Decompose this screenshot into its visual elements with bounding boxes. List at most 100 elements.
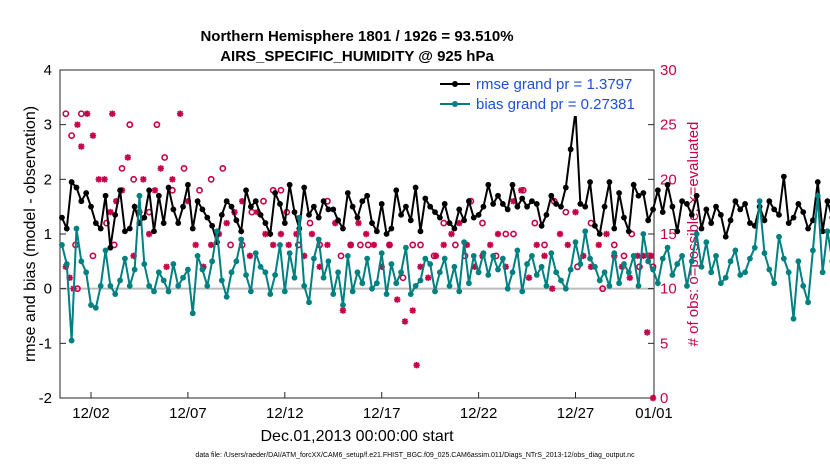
rmse-point — [160, 220, 167, 226]
obs-evaluated-marker — [363, 230, 370, 238]
obs-evaluated-marker — [417, 263, 424, 270]
rmse-point — [461, 217, 467, 224]
bias-point — [737, 272, 744, 278]
bias-point — [272, 272, 279, 278]
bias-point — [107, 283, 114, 289]
rmse-point — [766, 198, 773, 205]
rmse-point — [427, 203, 434, 210]
rmse-point — [432, 209, 438, 216]
obs-possible-marker — [531, 219, 539, 227]
bias-point — [514, 247, 521, 254]
rmse-point — [441, 201, 448, 207]
bias-point — [383, 291, 390, 298]
bias-point — [112, 291, 119, 298]
bias-point — [795, 258, 802, 265]
rmse-point — [141, 214, 148, 221]
bias-point — [301, 283, 308, 289]
obs-possible-marker — [248, 208, 256, 216]
bias-point — [359, 280, 366, 287]
rmse-point — [514, 203, 521, 210]
rmse-point — [330, 206, 337, 213]
bias-point — [223, 293, 230, 300]
rmse-point — [504, 206, 511, 213]
right-y-tick-label: 0 — [660, 390, 668, 407]
rmse-point — [679, 198, 686, 205]
bias-point — [819, 269, 826, 276]
x-tick-label: 12/17 — [363, 405, 401, 422]
obs-possible-marker — [130, 175, 138, 183]
bias-point — [436, 269, 443, 276]
obs-possible-marker — [227, 241, 234, 249]
rmse-point — [495, 192, 501, 199]
rmse-point — [310, 203, 317, 210]
y-tick-label: 3 — [44, 117, 52, 134]
rmse-point — [364, 192, 371, 199]
rmse-point — [272, 190, 279, 196]
bias-point — [354, 269, 361, 276]
obs-evaluated-marker — [169, 176, 176, 183]
bias-point — [533, 272, 540, 278]
rmse-point — [407, 217, 414, 224]
rmse-point — [562, 184, 569, 191]
bias-point — [470, 252, 477, 259]
rmse-point — [780, 173, 787, 180]
bias-point — [257, 263, 264, 270]
rmse-point — [238, 228, 245, 235]
x-tick-label: 12/07 — [169, 405, 207, 422]
obs-evaluated-marker — [157, 165, 164, 172]
bias-point — [102, 247, 109, 254]
bias-point — [340, 302, 346, 308]
rmse-point — [591, 222, 598, 229]
rmse-point — [776, 211, 782, 218]
y-tick-label: -2 — [39, 390, 52, 407]
obs-evaluated-marker — [409, 307, 416, 314]
rmse-point — [558, 203, 564, 210]
bias-point — [814, 192, 821, 199]
rmse-point — [611, 225, 618, 232]
rmse-point — [654, 187, 661, 194]
rmse-point — [456, 206, 463, 213]
bias-point — [446, 283, 453, 289]
bias-point — [548, 250, 555, 257]
obs-evaluated-marker — [285, 241, 292, 249]
obs-evaluated-marker — [556, 230, 564, 238]
right-y-tick-label: 5 — [660, 335, 668, 352]
bias-point — [538, 263, 545, 270]
bias-point — [214, 228, 220, 235]
obs-evaluated-marker — [293, 230, 300, 238]
bias-point — [485, 272, 492, 278]
rmse-point — [209, 222, 216, 229]
bias-point — [693, 231, 700, 237]
bias-point — [344, 252, 351, 259]
obs-evaluated-marker — [580, 252, 587, 260]
bias-point — [451, 263, 458, 270]
rmse-point — [262, 220, 269, 226]
rmse-point — [587, 179, 593, 185]
rmse-point — [92, 220, 99, 226]
bias-point — [325, 258, 332, 265]
bias-point — [713, 252, 719, 259]
obs-possible-marker — [68, 132, 76, 139]
obs-possible-marker — [479, 219, 486, 227]
rmse-point — [340, 225, 346, 232]
bias-point — [519, 288, 526, 295]
bias-point — [611, 250, 618, 257]
bias-point — [810, 247, 816, 254]
bias-point — [805, 299, 811, 306]
rmse-point — [286, 181, 293, 188]
obs-evaluated-marker — [136, 208, 143, 216]
y-tick-label: 4 — [44, 62, 52, 79]
obs-evaluated-marker — [432, 252, 440, 260]
bias-point — [635, 283, 642, 289]
obs-evaluated-marker — [66, 274, 73, 281]
rmse-point — [301, 184, 308, 191]
obs-evaluated-marker — [339, 307, 347, 314]
rmse-point — [596, 231, 603, 237]
bias-point — [247, 288, 254, 295]
rmse-point — [519, 195, 526, 202]
bias-point — [645, 258, 652, 265]
bias-point — [722, 274, 729, 281]
bias-point — [591, 263, 598, 270]
obs-evaluated-marker — [463, 241, 471, 249]
